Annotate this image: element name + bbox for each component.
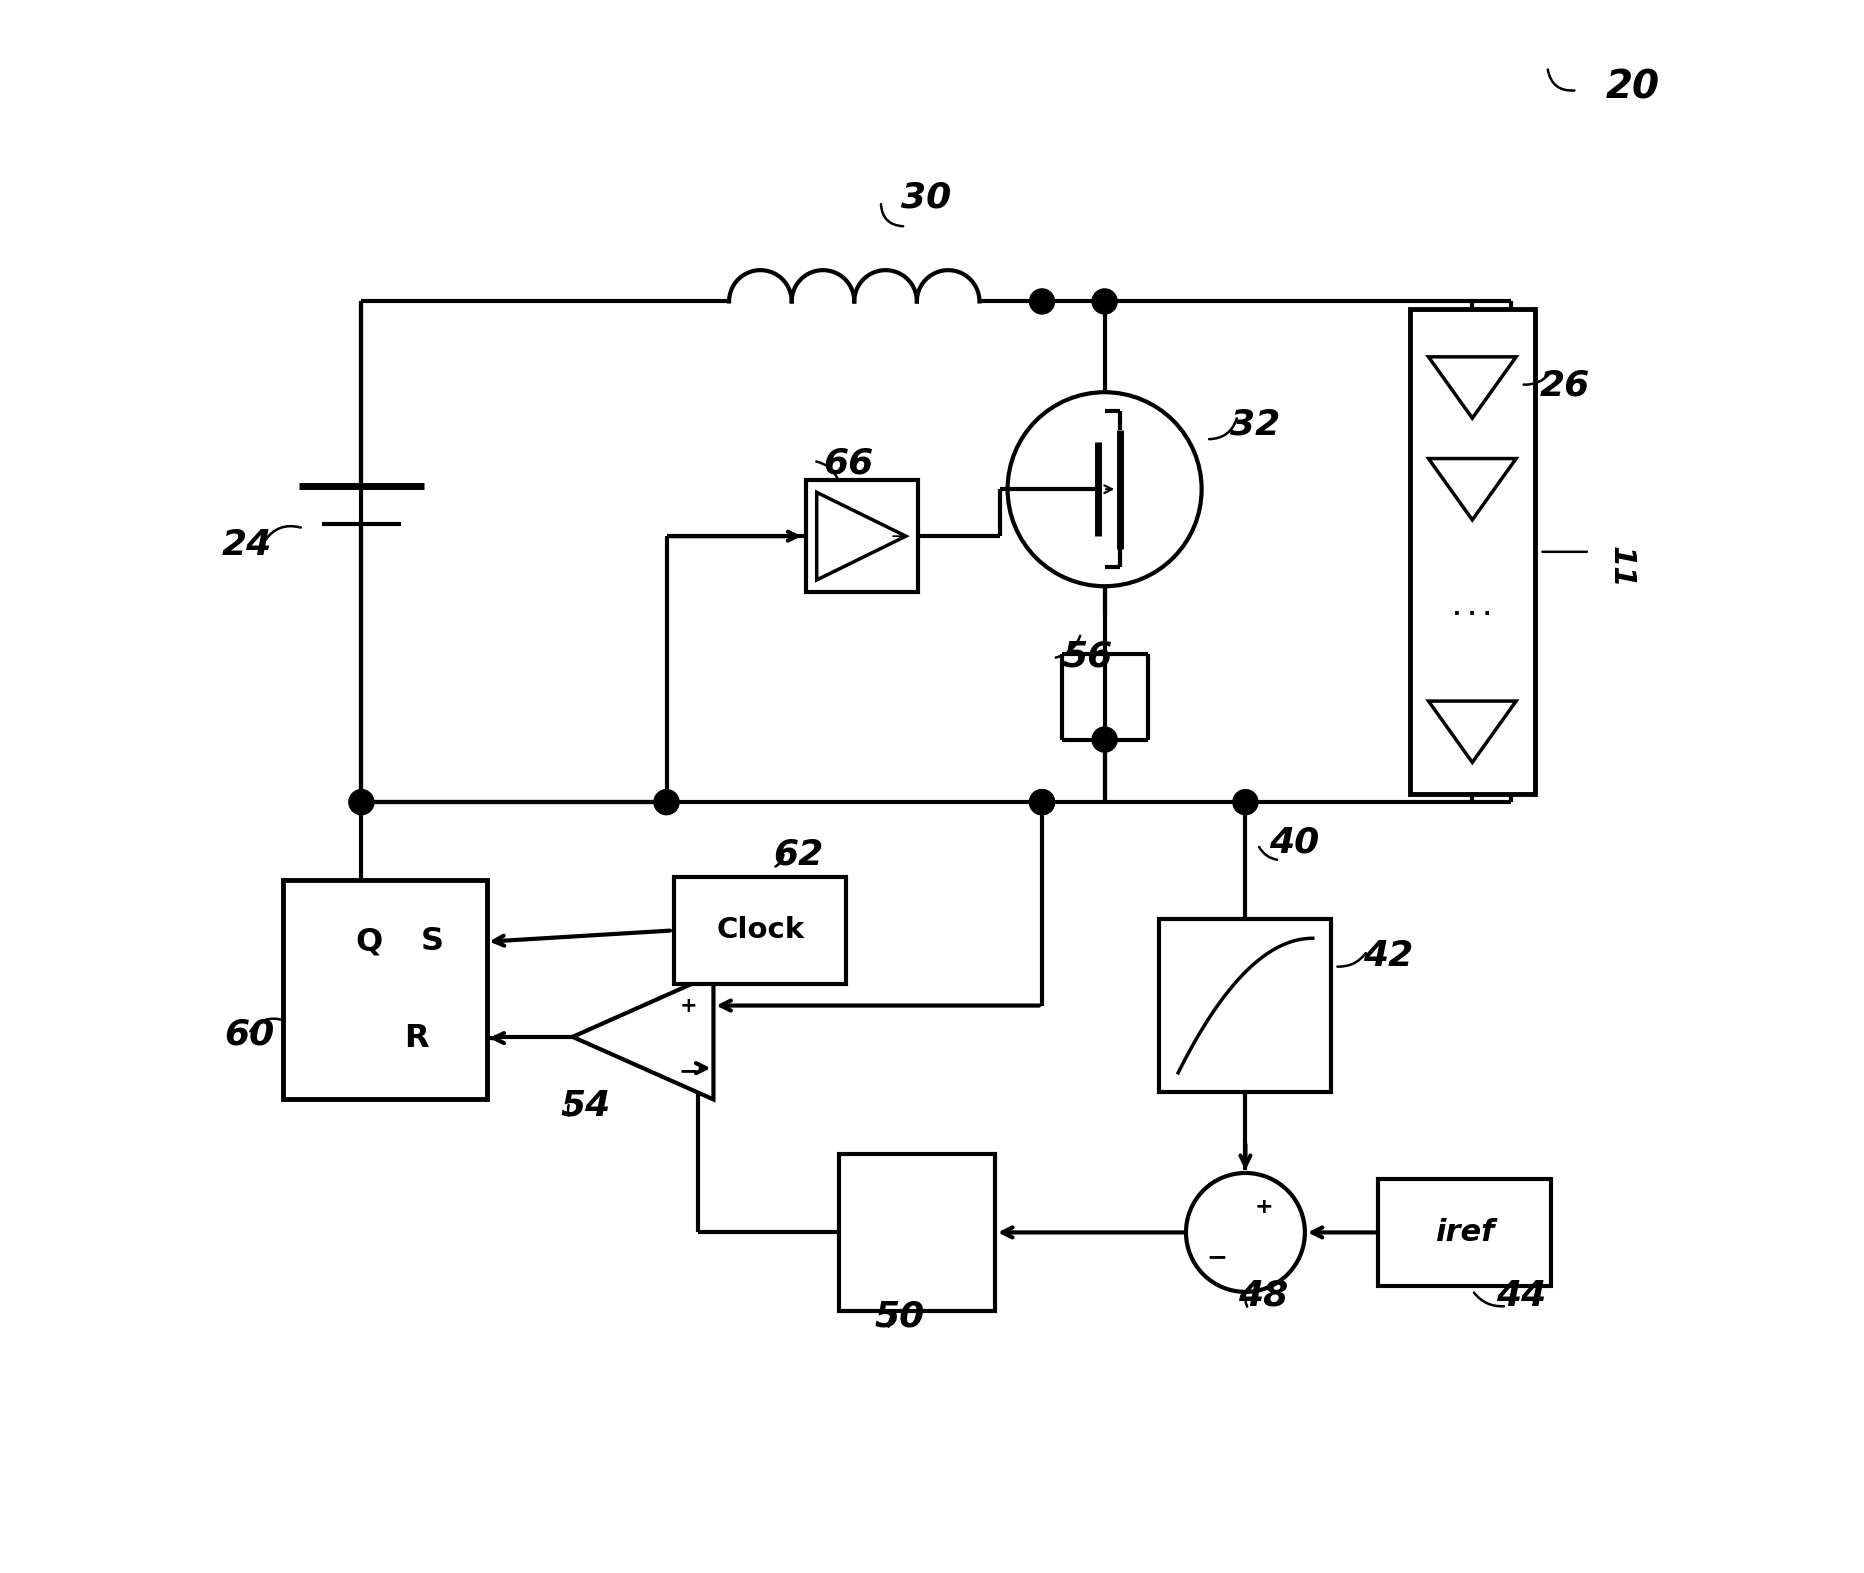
Text: Clock: Clock [716,917,803,944]
Circle shape [1186,1173,1305,1291]
Text: · · ·: · · · [1452,604,1491,624]
Circle shape [349,790,373,815]
Circle shape [1029,289,1053,315]
Text: 44: 44 [1495,1279,1545,1313]
Bar [1159,920,1331,1092]
Text: R: R [404,1022,429,1054]
Polygon shape [1428,357,1515,418]
Text: 26: 26 [1540,368,1588,403]
Circle shape [1029,790,1053,815]
Circle shape [654,790,678,815]
Text: Q: Q [356,926,382,958]
Text: 30: 30 [900,181,951,214]
Circle shape [1029,790,1053,815]
Text: S: S [419,926,444,958]
Text: iref: iref [1433,1218,1493,1247]
Polygon shape [1428,459,1515,521]
Circle shape [1092,727,1117,752]
Bar [839,1155,995,1310]
Text: 20: 20 [1605,68,1659,105]
Text: 24: 24 [222,529,272,562]
Bar [805,480,917,593]
Text: 50: 50 [874,1299,925,1334]
Text: 48: 48 [1238,1279,1288,1313]
Text: 62: 62 [772,838,822,871]
Text: 11: 11 [1605,546,1635,588]
Text: 66: 66 [822,447,872,481]
Text: +: + [678,996,697,1016]
Text: −: − [678,1059,697,1084]
Bar [675,878,846,983]
Circle shape [1232,790,1258,815]
Text: 42: 42 [1363,939,1413,974]
Bar [1377,1180,1549,1285]
Text: 56: 56 [1062,639,1113,673]
Text: 54: 54 [559,1089,610,1122]
Text: +: + [1254,1197,1273,1218]
Polygon shape [572,974,714,1100]
Polygon shape [1428,702,1515,763]
Text: 40: 40 [1268,826,1318,859]
Text: −: − [1206,1246,1227,1269]
Text: 32: 32 [1228,407,1279,442]
Circle shape [1092,289,1117,315]
Circle shape [1007,392,1200,587]
Bar [283,881,487,1100]
Text: 60: 60 [224,1018,274,1052]
Bar [1409,310,1534,794]
